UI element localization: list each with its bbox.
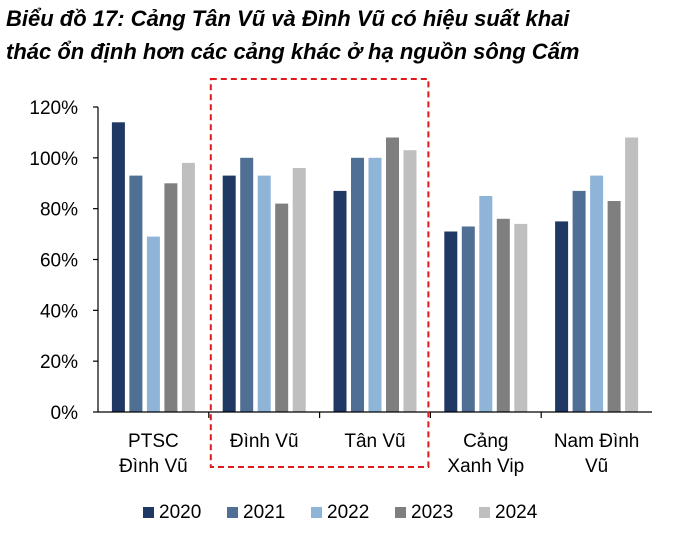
legend-label-2024: 2024 <box>495 502 538 523</box>
legend-label-2021: 2021 <box>243 502 285 523</box>
y-tick-label: 20% <box>40 352 78 373</box>
x-category-label: Cảng <box>463 431 508 452</box>
x-category-label: Đình Vũ <box>230 431 299 452</box>
x-category-label: Đình Vũ <box>119 456 188 477</box>
x-category-label: Tân Vũ <box>344 431 405 452</box>
bar-2024-cat-0 <box>181 162 195 412</box>
bar-2020-cat-3 <box>444 231 458 412</box>
legend: 2020 2021 2022 2023 2024 <box>143 502 538 523</box>
bar-2021-cat-0 <box>129 175 143 412</box>
x-category-label: Vũ <box>585 456 608 477</box>
y-tick-label: 0% <box>51 403 79 424</box>
bar-2024-cat-1 <box>292 168 306 412</box>
bar-2020-cat-0 <box>111 122 125 413</box>
bar-2023-cat-1 <box>275 203 289 412</box>
legend-label-2022: 2022 <box>327 502 369 523</box>
bar-2022-cat-4 <box>590 175 604 412</box>
legend-swatch-2021 <box>227 507 238 518</box>
bar-2020-cat-2 <box>333 190 347 412</box>
y-tick-label: 120% <box>29 98 78 119</box>
legend-label-2020: 2020 <box>159 502 201 523</box>
y-tick-label: 100% <box>29 149 78 170</box>
x-category-label: Xanh Vip <box>447 456 524 477</box>
chart-title-line-1: Biểu đồ 17: Cảng Tân Vũ và Đình Vũ có hi… <box>6 6 570 31</box>
bar-2023-cat-2 <box>386 137 399 412</box>
y-tick-label: 40% <box>40 301 78 322</box>
bar-2021-cat-1 <box>240 157 254 412</box>
legend-label-2023: 2023 <box>411 502 453 523</box>
legend-swatch-2020 <box>143 507 154 518</box>
bar-2023-cat-4 <box>607 201 621 412</box>
bar-2021-cat-4 <box>572 190 586 412</box>
bar-2022-cat-2 <box>368 157 382 412</box>
axes-layer: 0% 20% 40% 60% 80% 100% 120% PTSC Đình Vũ Đình Vũ… <box>29 78 652 477</box>
bar-2023-cat-3 <box>496 218 510 412</box>
y-tick-label: 60% <box>40 251 78 272</box>
highlight-box <box>209 78 430 468</box>
bar-2020-cat-4 <box>555 221 569 412</box>
bar-2022-cat-0 <box>146 236 160 412</box>
bar-2021-cat-3 <box>461 226 475 412</box>
bar-2024-cat-3 <box>514 223 528 412</box>
legend-swatch-2022 <box>311 507 322 518</box>
bar-2020-cat-1 <box>222 175 236 412</box>
bar-2024-cat-4 <box>625 137 639 412</box>
bars-layer <box>111 122 639 413</box>
x-category-label: Nam Đình <box>554 431 640 452</box>
bar-2022-cat-1 <box>257 175 271 412</box>
bar-2022-cat-3 <box>479 196 493 412</box>
y-tick-label: 80% <box>40 200 78 221</box>
legend-swatch-2023 <box>395 507 406 518</box>
chart-title: Biểu đồ 17: Cảng Tân Vũ và Đình Vũ có hi… <box>6 2 676 68</box>
bar-2024-cat-2 <box>403 150 417 412</box>
bar-2021-cat-2 <box>351 157 364 412</box>
chart-title-line-2: thác ổn định hơn các cảng khác ở hạ nguồ… <box>6 39 580 64</box>
x-category-label: PTSC <box>128 431 179 452</box>
legend-swatch-2024 <box>479 507 490 518</box>
bar-2023-cat-0 <box>164 183 178 413</box>
